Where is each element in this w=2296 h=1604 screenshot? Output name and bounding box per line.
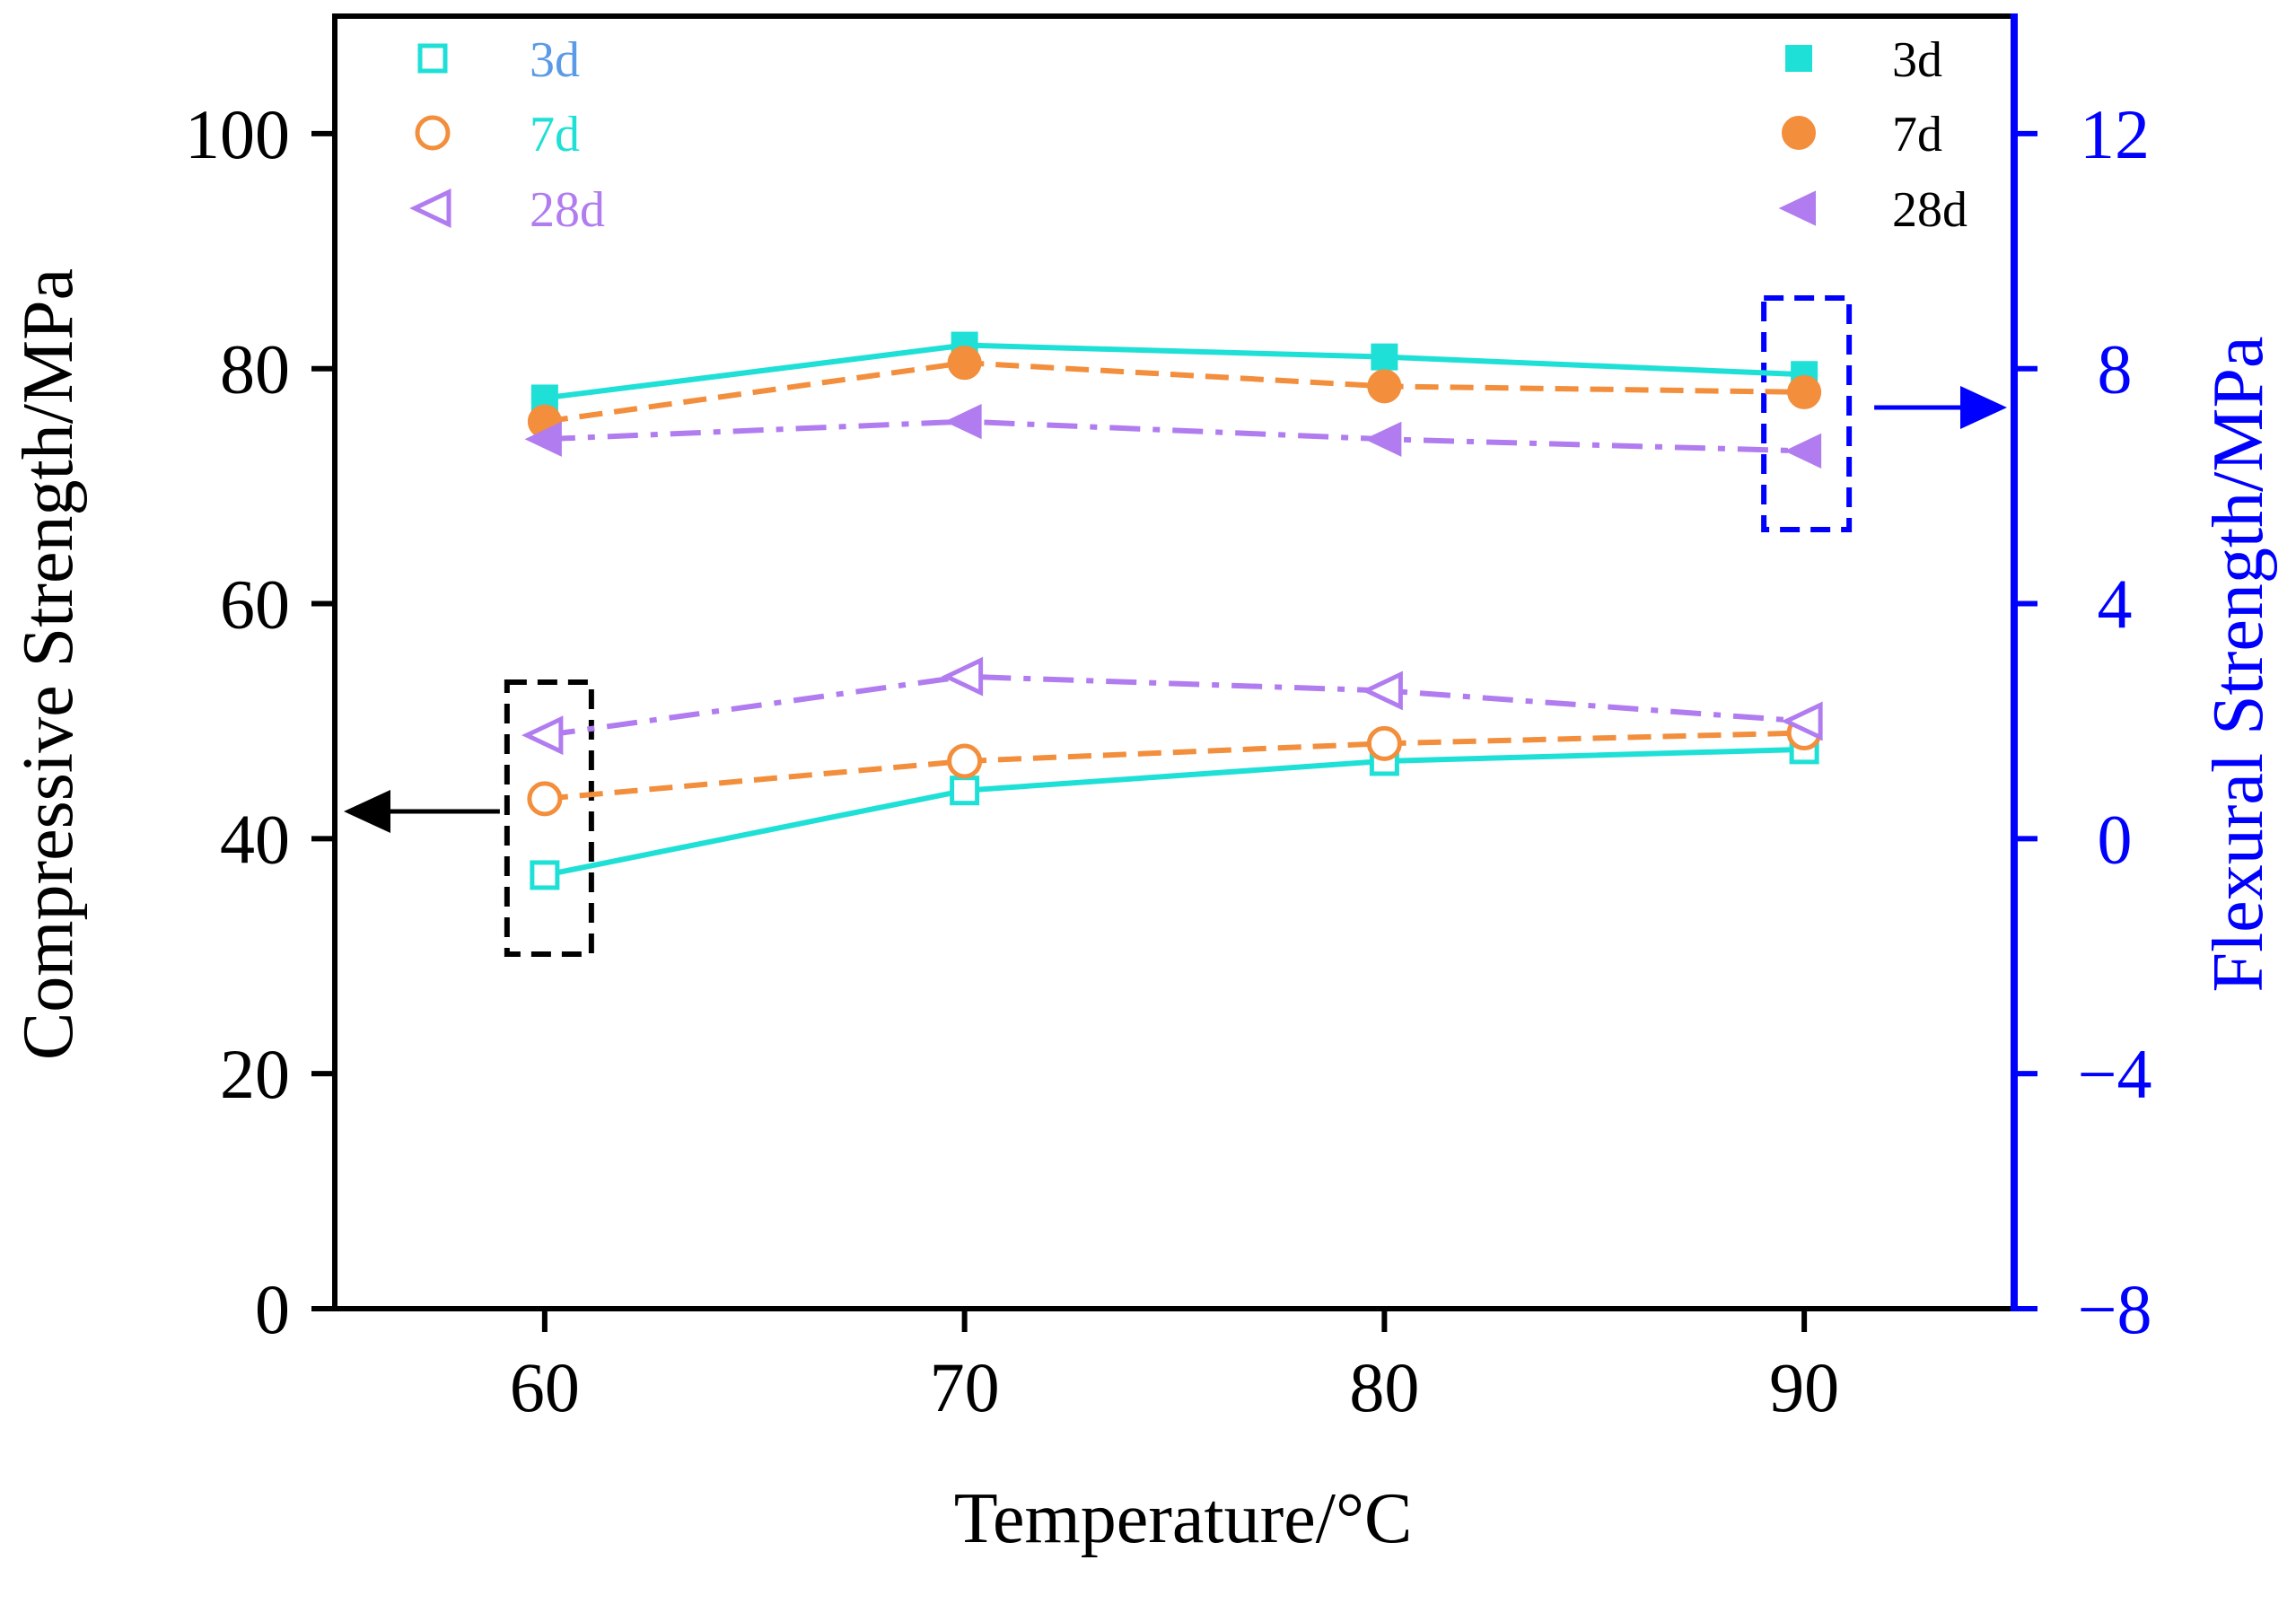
data-point: [1367, 369, 1402, 404]
y2-tick-label: 0: [2098, 800, 2133, 878]
series-line: [544, 673, 1805, 739]
data-point: [944, 404, 982, 440]
legend-label: 28d: [1892, 182, 1967, 238]
legend-right-item: 7d: [1782, 107, 1942, 162]
data-point: [521, 715, 564, 756]
data-point: [527, 781, 563, 817]
series-line: [544, 418, 1805, 454]
data-point: [1364, 421, 1402, 457]
legend-label: 3d: [530, 32, 580, 88]
series-line: [544, 746, 1805, 878]
y-tick-label: 20: [220, 1035, 290, 1113]
y2-tick-label: 4: [2098, 565, 2133, 644]
data-point: [947, 743, 983, 779]
series-line: [544, 342, 1805, 401]
legend-layer: 3d 7d 28d 3d 7d 28d: [409, 32, 1967, 238]
series-right-7d: [527, 346, 1822, 439]
series-right-28d: [524, 404, 1822, 469]
series-layer: [521, 331, 1823, 890]
y2-axis-title: Flexural Strength/MPa: [2199, 336, 2278, 992]
data-point: [950, 776, 980, 806]
series-line: [544, 360, 1805, 425]
x-tick-label: 70: [930, 1348, 1000, 1426]
legend-marker: [415, 115, 451, 151]
data-point: [941, 656, 984, 697]
legend-left-item: 28d: [409, 182, 605, 238]
data-point: [1787, 374, 1822, 409]
annotation-box-flexural: [1761, 295, 1853, 532]
y2-tick-label: 12: [2080, 95, 2150, 173]
legend-right-item: 28d: [1778, 182, 1967, 238]
annotation-box-compressive: [504, 679, 594, 957]
data-point: [1783, 433, 1822, 469]
series-line: [544, 730, 1805, 802]
y2-tick-label: −8: [2078, 1270, 2152, 1348]
data-point: [1371, 343, 1398, 371]
legend-marker: [1778, 190, 1816, 226]
legend-left-item: 3d: [417, 32, 580, 88]
y2-tick-label: −4: [2078, 1035, 2152, 1113]
arrow-head-right: [1960, 386, 2007, 429]
legend-label: 7d: [530, 107, 580, 162]
legend-marker: [1782, 116, 1816, 150]
y-tick-label: 60: [220, 565, 290, 644]
arrow-head-left: [344, 790, 390, 833]
data-point: [530, 860, 560, 890]
x-tick-label: 90: [1769, 1348, 1839, 1426]
data-point: [1781, 701, 1823, 741]
axes-layer: 60 70 80 90 0 20 40 60 80 100 −8 −4 0 4 8 12: [185, 13, 2152, 1426]
y2-tick-label: 8: [2098, 330, 2133, 408]
x-tick-label: 60: [510, 1348, 580, 1426]
annotations: [344, 295, 2007, 957]
legend-marker: [1785, 45, 1812, 72]
x-axis-title: Temperature/°C: [954, 1479, 1413, 1558]
y-tick-label: 80: [220, 330, 290, 408]
legend-label: 3d: [1892, 32, 1942, 88]
legend-label: 28d: [530, 182, 605, 238]
y-tick-label: 100: [185, 95, 290, 173]
y-axis-title: Compressive Strength/MPa: [9, 268, 88, 1060]
legend-right-item: 3d: [1785, 32, 1942, 88]
data-point: [524, 421, 562, 457]
x-tick-label: 80: [1349, 1348, 1419, 1426]
data-point: [947, 346, 982, 381]
legend-marker: [417, 43, 448, 74]
series-left-7d: [527, 715, 1822, 817]
series-left-28d: [521, 656, 1823, 756]
data-point: [1366, 725, 1402, 761]
data-point: [1361, 671, 1403, 711]
legend-label: 7d: [1892, 107, 1942, 162]
series-left-3d: [530, 734, 1819, 890]
legend-left-item: 7d: [415, 107, 580, 162]
y-tick-label: 40: [220, 800, 290, 878]
legend-marker: [409, 188, 451, 228]
y-tick-label: 0: [255, 1270, 290, 1348]
